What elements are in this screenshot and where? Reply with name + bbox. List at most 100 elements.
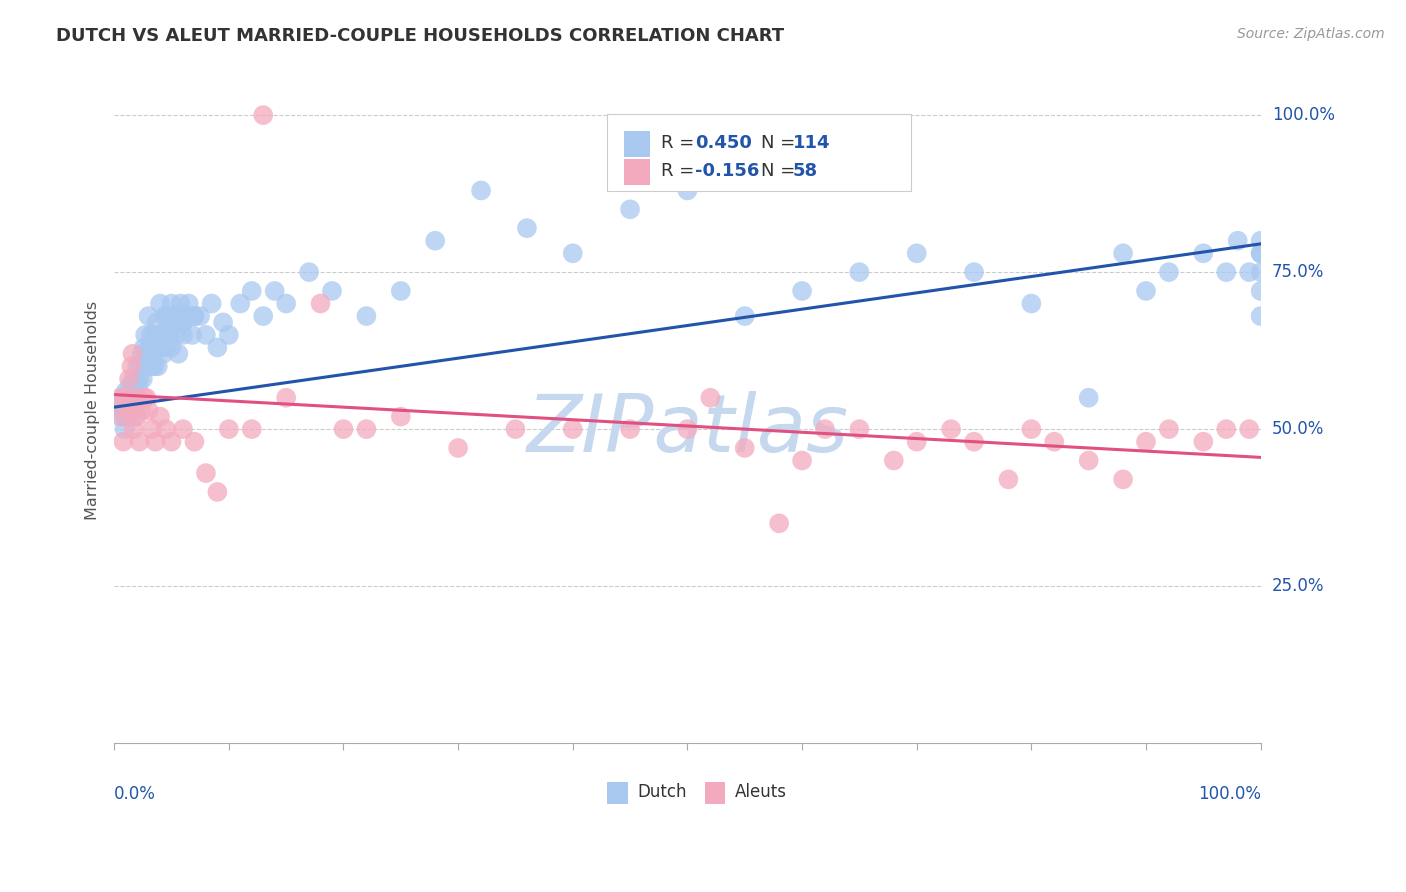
Text: Dutch: Dutch bbox=[637, 783, 686, 801]
Text: Aleuts: Aleuts bbox=[734, 783, 786, 801]
Point bbox=[1043, 434, 1066, 449]
Point bbox=[150, 327, 173, 342]
Point bbox=[1157, 422, 1180, 436]
Point bbox=[183, 309, 205, 323]
Point bbox=[120, 359, 142, 374]
Point bbox=[112, 391, 135, 405]
Point bbox=[120, 403, 142, 417]
Point bbox=[138, 359, 160, 374]
Point bbox=[108, 391, 131, 405]
Point bbox=[160, 341, 183, 355]
Point bbox=[153, 309, 176, 323]
Point bbox=[201, 296, 224, 310]
Point bbox=[108, 409, 131, 424]
Point bbox=[181, 327, 204, 342]
Point bbox=[124, 403, 146, 417]
Point bbox=[207, 341, 229, 355]
Text: R =: R = bbox=[661, 161, 695, 179]
Text: 100.0%: 100.0% bbox=[1198, 785, 1261, 803]
Point bbox=[138, 341, 160, 355]
Point bbox=[172, 327, 194, 342]
Point bbox=[1226, 234, 1249, 248]
Point bbox=[141, 359, 163, 374]
Point bbox=[145, 315, 167, 329]
Point bbox=[240, 284, 263, 298]
Point bbox=[676, 184, 699, 198]
Point bbox=[121, 384, 143, 399]
Point bbox=[848, 265, 870, 279]
Point bbox=[963, 265, 986, 279]
Point bbox=[172, 422, 194, 436]
Point bbox=[734, 309, 756, 323]
Point bbox=[127, 391, 149, 405]
Point bbox=[134, 327, 156, 342]
Point bbox=[389, 284, 412, 298]
Point bbox=[263, 284, 285, 298]
Text: Source: ZipAtlas.com: Source: ZipAtlas.com bbox=[1237, 27, 1385, 41]
Point bbox=[561, 422, 583, 436]
Point bbox=[240, 422, 263, 436]
Point bbox=[1250, 246, 1272, 260]
Y-axis label: Married-couple Households: Married-couple Households bbox=[86, 301, 100, 520]
Point bbox=[124, 409, 146, 424]
Point bbox=[141, 422, 163, 436]
Point bbox=[167, 347, 190, 361]
Point bbox=[252, 309, 274, 323]
Point bbox=[114, 391, 136, 405]
Point bbox=[149, 409, 172, 424]
Point bbox=[447, 441, 470, 455]
Point bbox=[165, 327, 187, 342]
Point bbox=[790, 453, 813, 467]
Point bbox=[117, 403, 139, 417]
Point bbox=[156, 321, 179, 335]
Text: ZIPatlas: ZIPatlas bbox=[526, 392, 848, 469]
Point bbox=[1192, 246, 1215, 260]
Point bbox=[1112, 472, 1135, 486]
Point bbox=[183, 434, 205, 449]
Point bbox=[619, 422, 641, 436]
Point bbox=[160, 434, 183, 449]
Point bbox=[1135, 284, 1157, 298]
Point bbox=[194, 327, 217, 342]
Text: 0.0%: 0.0% bbox=[114, 785, 156, 803]
Point bbox=[1077, 391, 1099, 405]
Point bbox=[516, 221, 538, 235]
Point bbox=[135, 359, 157, 374]
Point bbox=[905, 434, 928, 449]
Point bbox=[848, 422, 870, 436]
Text: DUTCH VS ALEUT MARRIED-COUPLE HOUSEHOLDS CORRELATION CHART: DUTCH VS ALEUT MARRIED-COUPLE HOUSEHOLDS… bbox=[56, 27, 785, 45]
Point bbox=[321, 284, 343, 298]
Text: -0.156: -0.156 bbox=[696, 161, 759, 179]
Point bbox=[160, 296, 183, 310]
Bar bbox=[607, 782, 628, 804]
Point bbox=[356, 309, 378, 323]
Point bbox=[121, 347, 143, 361]
Point bbox=[1112, 246, 1135, 260]
Point bbox=[157, 327, 180, 342]
Point bbox=[1192, 434, 1215, 449]
Point bbox=[145, 327, 167, 342]
Point bbox=[139, 327, 162, 342]
Point bbox=[122, 372, 145, 386]
Point bbox=[155, 422, 177, 436]
Text: 114: 114 bbox=[793, 134, 831, 152]
Point bbox=[136, 347, 159, 361]
Point bbox=[174, 309, 197, 323]
Point bbox=[149, 296, 172, 310]
Point bbox=[619, 202, 641, 217]
Point bbox=[146, 359, 169, 374]
Text: N =: N = bbox=[761, 161, 794, 179]
Point bbox=[1250, 309, 1272, 323]
Point bbox=[276, 391, 298, 405]
Point bbox=[132, 372, 155, 386]
Point bbox=[132, 341, 155, 355]
Point bbox=[163, 309, 186, 323]
Point bbox=[470, 184, 492, 198]
Bar bbox=[704, 782, 725, 804]
Point bbox=[138, 309, 160, 323]
Point bbox=[1215, 265, 1237, 279]
Point bbox=[1157, 265, 1180, 279]
Point bbox=[883, 453, 905, 467]
Text: 0.450: 0.450 bbox=[696, 134, 752, 152]
Point bbox=[1250, 265, 1272, 279]
